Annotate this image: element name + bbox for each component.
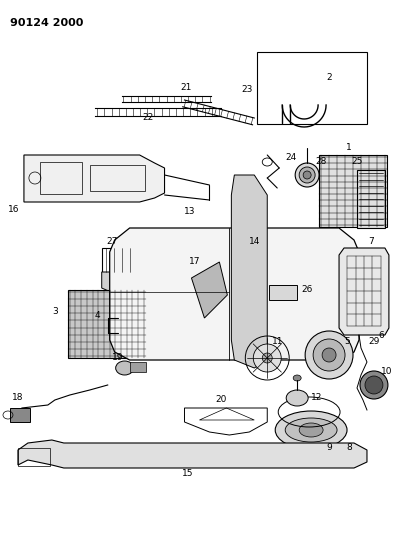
Text: 17: 17: [189, 257, 200, 266]
Text: 1: 1: [346, 143, 352, 152]
Ellipse shape: [295, 163, 319, 187]
Bar: [10, 408, 30, 422]
Text: 28: 28: [316, 157, 327, 166]
Polygon shape: [339, 248, 389, 335]
Bar: [357, 170, 385, 228]
Text: 16: 16: [8, 206, 20, 214]
Text: 11: 11: [271, 337, 283, 346]
Text: 90124 2000: 90124 2000: [10, 18, 84, 28]
Text: 2: 2: [326, 74, 332, 83]
Text: 23: 23: [242, 85, 253, 94]
Text: 29: 29: [368, 337, 380, 346]
Ellipse shape: [360, 371, 388, 399]
Bar: [102, 248, 134, 272]
Text: 3: 3: [52, 308, 58, 317]
Text: 9: 9: [326, 443, 332, 453]
Ellipse shape: [365, 376, 383, 394]
Ellipse shape: [313, 339, 345, 371]
Bar: [269, 285, 297, 300]
Polygon shape: [18, 440, 367, 468]
Text: 15: 15: [182, 470, 193, 479]
Polygon shape: [231, 175, 267, 368]
Ellipse shape: [253, 344, 281, 372]
Text: 25: 25: [351, 157, 363, 166]
Ellipse shape: [293, 375, 301, 381]
Text: 20: 20: [216, 395, 227, 405]
Text: 21: 21: [181, 84, 192, 93]
Text: 12: 12: [311, 393, 323, 402]
Text: 24: 24: [286, 154, 297, 163]
Ellipse shape: [286, 390, 308, 406]
Polygon shape: [24, 155, 165, 202]
Ellipse shape: [303, 171, 311, 179]
Text: 6: 6: [378, 330, 384, 340]
Text: 18: 18: [12, 393, 24, 402]
Text: 8: 8: [346, 443, 352, 453]
Text: 22: 22: [142, 114, 153, 123]
Bar: [40, 162, 82, 194]
Polygon shape: [110, 228, 359, 360]
Bar: [106, 272, 128, 277]
Bar: [68, 290, 146, 358]
Text: 14: 14: [249, 238, 260, 246]
Bar: [257, 52, 367, 124]
Text: 7: 7: [368, 238, 374, 246]
Ellipse shape: [116, 361, 134, 375]
Ellipse shape: [262, 353, 272, 363]
Text: 27: 27: [106, 238, 117, 246]
Bar: [18, 448, 50, 466]
Bar: [130, 362, 146, 372]
Text: 26: 26: [301, 286, 313, 295]
Ellipse shape: [275, 411, 347, 449]
Ellipse shape: [299, 167, 315, 183]
Text: 19: 19: [112, 353, 123, 362]
Ellipse shape: [305, 331, 353, 379]
Bar: [319, 155, 387, 227]
Text: 13: 13: [184, 207, 195, 216]
Bar: [90, 165, 145, 191]
Ellipse shape: [285, 418, 337, 442]
Ellipse shape: [299, 423, 323, 437]
Text: 10: 10: [381, 367, 393, 376]
Polygon shape: [102, 272, 134, 295]
Ellipse shape: [322, 348, 336, 362]
Text: 5: 5: [344, 337, 350, 346]
Polygon shape: [191, 262, 227, 318]
Text: 4: 4: [95, 311, 100, 319]
